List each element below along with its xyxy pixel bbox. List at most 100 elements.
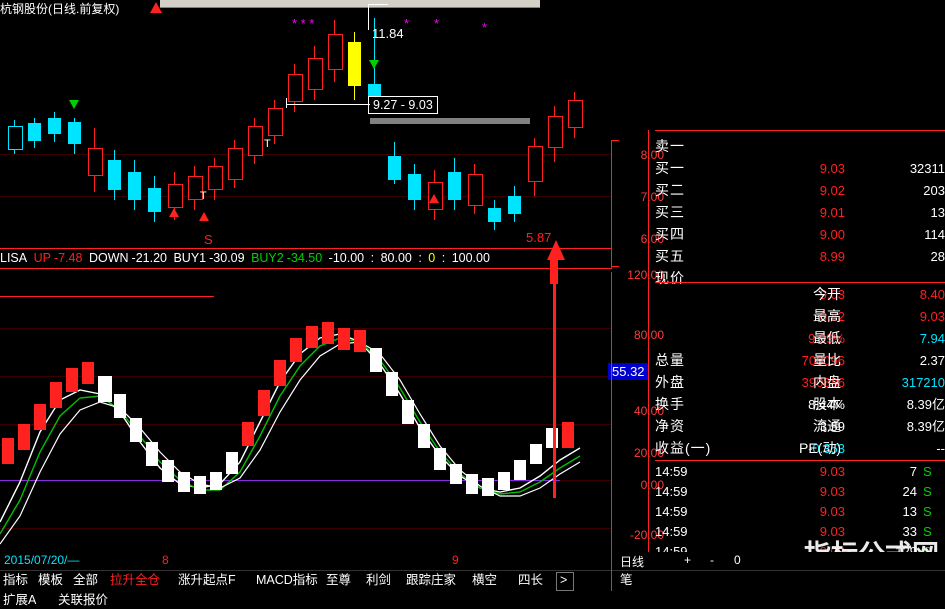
quote-volume: 114 (924, 227, 945, 242)
stat-key: 换手 (655, 396, 685, 412)
toolbar-item-9[interactable]: 横空 (472, 573, 498, 587)
zoom-in-button[interactable]: + (684, 553, 692, 567)
stat-key: 总量 (655, 352, 685, 368)
signal-marks-top: * * * (292, 16, 315, 31)
indicator-value-badge: 55.32 (608, 363, 649, 380)
quote-price: 8.99 (819, 249, 845, 264)
stat-label: 最高 (813, 308, 841, 324)
high-price-leader (368, 4, 369, 30)
period-label[interactable]: 日线 (620, 555, 645, 569)
stat-value-left: 390886 (801, 375, 845, 390)
quote-label: 买四 (655, 226, 685, 242)
price-chart-pane[interactable]: * * * * * * S 11.84 9.27 - 9.03 5.87 T T (0, 0, 612, 248)
stat-label: 最低 (813, 330, 841, 346)
stat-value-right: 8.40 (919, 287, 945, 302)
param-up-value: -7.48 (53, 251, 83, 265)
stat-value-left: 9.03 (819, 287, 845, 302)
param-6: 0 (428, 251, 436, 265)
toolbar2-item-1[interactable]: 关联报价 (58, 593, 109, 607)
stat-label: 内盘 (813, 374, 841, 390)
quote-row-buy5[interactable]: 买五 8.99 28 (655, 246, 945, 267)
toolbar-item-4[interactable]: 涨升起点F (178, 573, 236, 587)
y-tick-ind-4: -20.00 (629, 528, 664, 542)
reset-button[interactable]: 0 (734, 553, 741, 567)
current-date: 2015/07/20/— (4, 553, 80, 567)
toolbar-item-1[interactable]: 模板 (38, 573, 64, 587)
quote-panel[interactable]: 卖一 买一 9.03 32311 买二 9.02 203 买三 9.01 13 … (655, 130, 945, 599)
tick-price: 9.03 (819, 484, 845, 499)
param-buy2-label: BUY2 (251, 251, 284, 265)
toolbar2-item-0[interactable]: 扩展A (3, 593, 37, 607)
tick-direction: S (923, 504, 932, 519)
chart-title-bar: 杭钢股份(日线.前复权) (0, 0, 162, 18)
quote-row-buy4[interactable]: 买四 9.00 114 (655, 224, 945, 245)
y-tick-extra: 120.00 (627, 268, 664, 282)
toolbar-item-6[interactable]: 至尊 (326, 573, 352, 587)
tick-row: 14:59 9.03 24 S (655, 482, 945, 502)
stat-label: 流通 (813, 418, 841, 434)
toolbar-item-5[interactable]: MACD指标 (256, 573, 318, 587)
low-price-label: 5.87 (526, 230, 552, 245)
quote-row-sell1[interactable]: 卖一 (655, 136, 945, 157)
toolbar-item-10[interactable]: 四长 (518, 573, 544, 587)
up-arrow-icon (150, 2, 162, 13)
quote-row-buy1[interactable]: 买一 9.03 32311 (655, 158, 945, 179)
y-tick-price-2: 6.00 (640, 232, 664, 246)
stat-value-left: 9.99% (808, 331, 845, 346)
toolbar-item-0[interactable]: 指标 (3, 573, 29, 587)
zoom-out-button[interactable]: - (710, 553, 714, 567)
param-4: -10.00 (328, 251, 365, 265)
quote-label: 买三 (655, 204, 685, 220)
high-price-label: 11.84 (372, 26, 404, 41)
tick-row: 14:59 9.03 13 S (655, 502, 945, 522)
toolbar-count-label: 笔 (620, 573, 633, 587)
stat-label: PE(动) (799, 440, 841, 456)
reference-line (0, 480, 560, 481)
tick-direction: S (923, 464, 932, 479)
y-tick-price-0: 8.00 (640, 148, 664, 162)
stat-key: 收益(一) (655, 440, 712, 456)
current-marker-line (553, 272, 556, 498)
quote-price: 9.01 (819, 205, 845, 220)
s-mark: S (204, 232, 213, 247)
quote-row-buy3[interactable]: 买三 9.01 13 (655, 202, 945, 223)
toolbar-more-button[interactable]: > (560, 573, 568, 587)
stat-key: 外盘 (655, 374, 685, 390)
stat-key: 净资 (655, 418, 685, 434)
buy-arrow-icon (169, 208, 179, 217)
stat-value-right: 7.94 (919, 331, 945, 346)
signal-marks-top-2: * (404, 16, 410, 31)
toolbar-item-2[interactable]: 全部 (73, 573, 99, 587)
quote-label: 买二 (655, 182, 685, 198)
quote-volume: 32311 (909, 161, 945, 176)
tick-price: 9.03 (819, 504, 845, 519)
stat-label: 股本 (813, 396, 841, 412)
mark-t2: T (200, 190, 207, 202)
range-leader (286, 104, 370, 105)
quote-volume: 28 (930, 249, 945, 264)
secondary-toolbar[interactable]: 扩展A 关联报价 (0, 591, 945, 609)
toolbar-item-7[interactable]: 利剑 (366, 573, 392, 587)
toolbar-item-3[interactable]: 拉升全仓 (110, 573, 161, 587)
tick-time: 14:59 (655, 524, 688, 539)
stat-row-outer-inner: 外盘 390886 内盘 317210 (655, 372, 945, 393)
quote-price: 9.00 (819, 227, 845, 242)
toolbar-item-8[interactable]: 跟踪庄家 (406, 573, 457, 587)
stat-value-left: 0.82 (819, 309, 845, 324)
param-down-value: -21.20 (131, 251, 167, 265)
y-tick-ind-3: 0.00 (640, 478, 664, 492)
stat-value-right: 9.03 (919, 309, 945, 324)
quote-row-buy2[interactable]: 买二 9.02 203 (655, 180, 945, 201)
quote-volume: 13 (930, 205, 945, 220)
param-down-label: DOWN (88, 251, 129, 265)
indicator-chart-pane[interactable] (0, 272, 612, 552)
date-status-bar: 2015/07/20/— 8 9 日线 + - 0 (0, 552, 945, 570)
tick-volume: 33 (902, 524, 917, 539)
window-scrollbar[interactable] (0, 0, 540, 8)
indicator-params-line: LISA UP -7.48 DOWN -21.20 BUY1 -30.09 BUY2-… (0, 251, 490, 265)
indicator-toolbar[interactable]: 指标 模板 全部 拉升全仓 涨升起点F MACD指标 至尊 利剑 跟踪庄家 横空… (0, 570, 945, 591)
param-buy1-label: BUY1 (173, 251, 207, 265)
quote-label: 卖一 (655, 138, 685, 154)
tick-row: 14:59 9.03 33 S (655, 522, 945, 542)
buy-arrow-icon-3 (429, 194, 439, 203)
